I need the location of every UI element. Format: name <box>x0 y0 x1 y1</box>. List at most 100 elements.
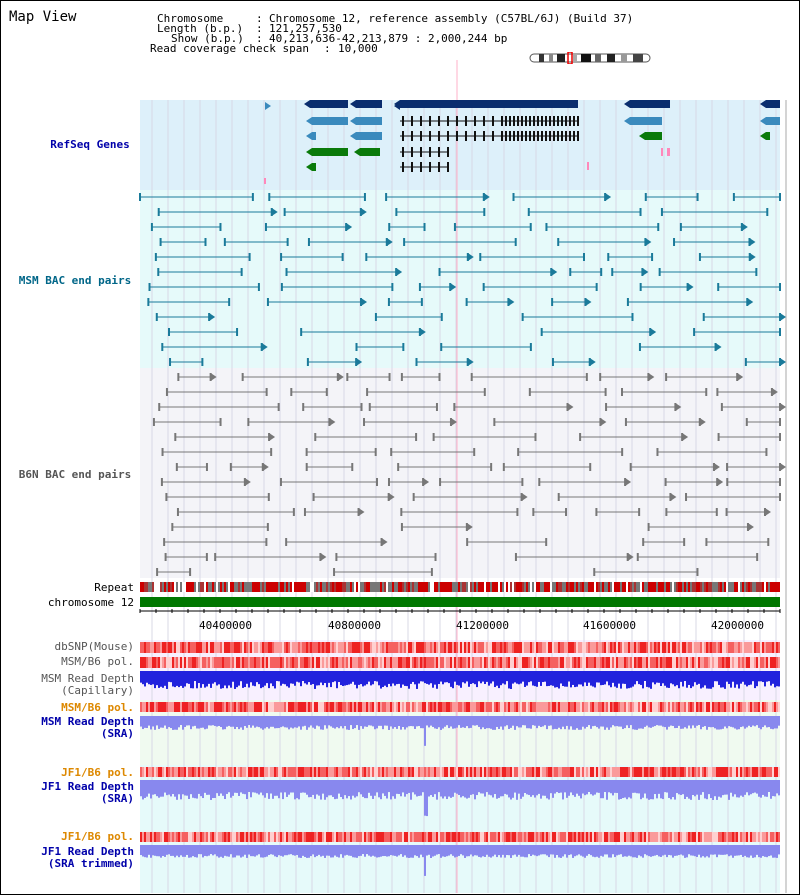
dbsnp-heat <box>628 642 630 653</box>
repeat-segment <box>562 582 564 592</box>
msm-depth-cap-bar <box>440 671 442 682</box>
b6n-bac-pair-end <box>175 463 178 471</box>
msm-depth-sra-bar <box>374 716 376 730</box>
b6n-bac-pair-end <box>161 448 164 456</box>
jf1-depth-sra-bar <box>394 780 396 799</box>
msm-depth-sra-bar <box>712 716 714 728</box>
msm-pol-heat <box>324 657 326 668</box>
jf1-pol-heat <box>514 767 516 777</box>
jf1-pol-heat <box>508 767 510 777</box>
b6n-bac-pair-end <box>387 478 390 486</box>
msm-pol2-heat <box>324 702 326 712</box>
dbsnp-heat <box>232 642 234 653</box>
msm-depth-cap-bar <box>168 671 170 682</box>
jf1-pol-heat <box>310 767 312 777</box>
msm-pol2-heat <box>284 702 286 712</box>
jf1-depth-sra-bar <box>670 780 672 800</box>
msm-depth-sra-bar <box>628 716 630 729</box>
msm-pol2-heat <box>272 702 274 712</box>
msm-depth-cap-bar <box>674 671 676 687</box>
msm-bac-pair-end <box>201 358 204 366</box>
jf1-pol-heat <box>464 767 466 777</box>
jf1-pol-heat <box>694 767 696 777</box>
msm-depth-cap-bar <box>366 671 368 685</box>
dbsnp-heat <box>724 642 726 653</box>
msm-pol2-heat <box>246 702 248 712</box>
gene-arrow <box>760 117 766 125</box>
msm-depth-cap-bar <box>438 671 440 684</box>
jf1-pol2-heat <box>570 832 572 842</box>
msm-depth-sra-bar <box>274 716 276 729</box>
msm-pol-heat <box>632 657 634 668</box>
jf1-pol2-heat <box>154 832 156 842</box>
b6n-bac-pair-end <box>171 523 174 531</box>
chromosome-ideogram[interactable] <box>529 52 653 64</box>
msm-depth-sra-bar <box>404 716 406 730</box>
msm-depth-cap-bar <box>552 671 554 686</box>
msm-depth-cap-bar <box>462 671 464 683</box>
repeat-segment <box>196 582 198 592</box>
msm-pol-heat <box>304 657 306 668</box>
jf1-pol-heat <box>570 767 572 777</box>
gene-exon <box>537 131 539 141</box>
msm-depth-cap-bar <box>612 671 614 683</box>
msm-bac-pair-end <box>658 268 661 276</box>
jf1-depth-trim-bar <box>468 845 470 857</box>
msm-pol2-heat <box>392 702 394 712</box>
repeat-segment <box>738 582 740 592</box>
msm-pol-heat <box>530 657 532 668</box>
msm-depth-sra-bar <box>748 716 750 726</box>
jf1-depth-trim-bar <box>762 845 764 857</box>
jf1-pol-heat <box>222 767 224 777</box>
msm-pol2-heat <box>550 702 552 712</box>
jf1-depth-sra-bar <box>162 780 164 797</box>
jf1-pol2-heat <box>240 832 242 842</box>
msm-depth-cap-bar <box>184 671 186 687</box>
b6n-bac-pair-end <box>638 508 641 516</box>
jf1-depth-sra-bar <box>772 780 774 797</box>
jf1-depth-sra-bar <box>558 780 560 794</box>
jf1-depth-sra-bar <box>562 780 564 800</box>
jf1-depth-trim-bar <box>178 845 180 858</box>
dbsnp-heat <box>552 642 554 653</box>
repeat-segment <box>450 582 452 592</box>
msm-depth-cap-bar <box>140 671 142 683</box>
dbsnp-heat <box>328 642 330 653</box>
msm-pol-heat <box>366 657 368 668</box>
msm-pol2-heat <box>146 702 148 712</box>
msm-bac-pair-end <box>147 298 150 306</box>
jf1-depth-trim-bar <box>684 845 686 858</box>
jf1-depth-trim-bar <box>300 845 302 858</box>
msm-pol2-heat <box>704 702 706 712</box>
msm-bac-pair-end <box>638 343 641 351</box>
msm-pol2-heat <box>328 702 330 712</box>
gene-arrow <box>624 100 630 108</box>
msm-pol-heat <box>658 657 660 668</box>
msm-depth-cap-bar <box>480 671 482 684</box>
jf1-pol2-heat <box>272 832 274 842</box>
msm-depth-cap-bar <box>570 671 572 688</box>
jf1-depth-sra-bar <box>434 780 436 795</box>
jf1-pol2-heat <box>172 832 174 842</box>
dbsnp-heat <box>400 642 402 653</box>
msm-depth-sra-bar <box>414 716 416 729</box>
msm-depth-cap-bar <box>614 671 616 687</box>
msm-depth-cap-bar <box>752 671 754 682</box>
jf1-pol-heat <box>436 767 438 777</box>
repeat-segment <box>518 582 520 592</box>
repeat-segment <box>374 582 376 592</box>
msm-pol-heat <box>538 657 540 668</box>
msm-bac-pair-arrow <box>749 253 756 261</box>
msm-depth-sra-bar <box>218 716 220 727</box>
jf1-depth-sra-bar <box>406 780 408 795</box>
msm-depth-cap-bar <box>300 671 302 687</box>
jf1-depth-sra-bar <box>320 780 322 800</box>
jf1-depth-trim-bar <box>348 845 350 856</box>
jf1-depth-sra-bar <box>440 780 442 797</box>
msm-depth-cap-bar <box>242 671 244 688</box>
msm-depth-sra-bar <box>468 716 470 729</box>
jf1-depth-trim-bar <box>264 845 266 858</box>
msm-bac-pair-end <box>391 283 394 291</box>
msm-depth-cap-bar <box>422 671 424 682</box>
